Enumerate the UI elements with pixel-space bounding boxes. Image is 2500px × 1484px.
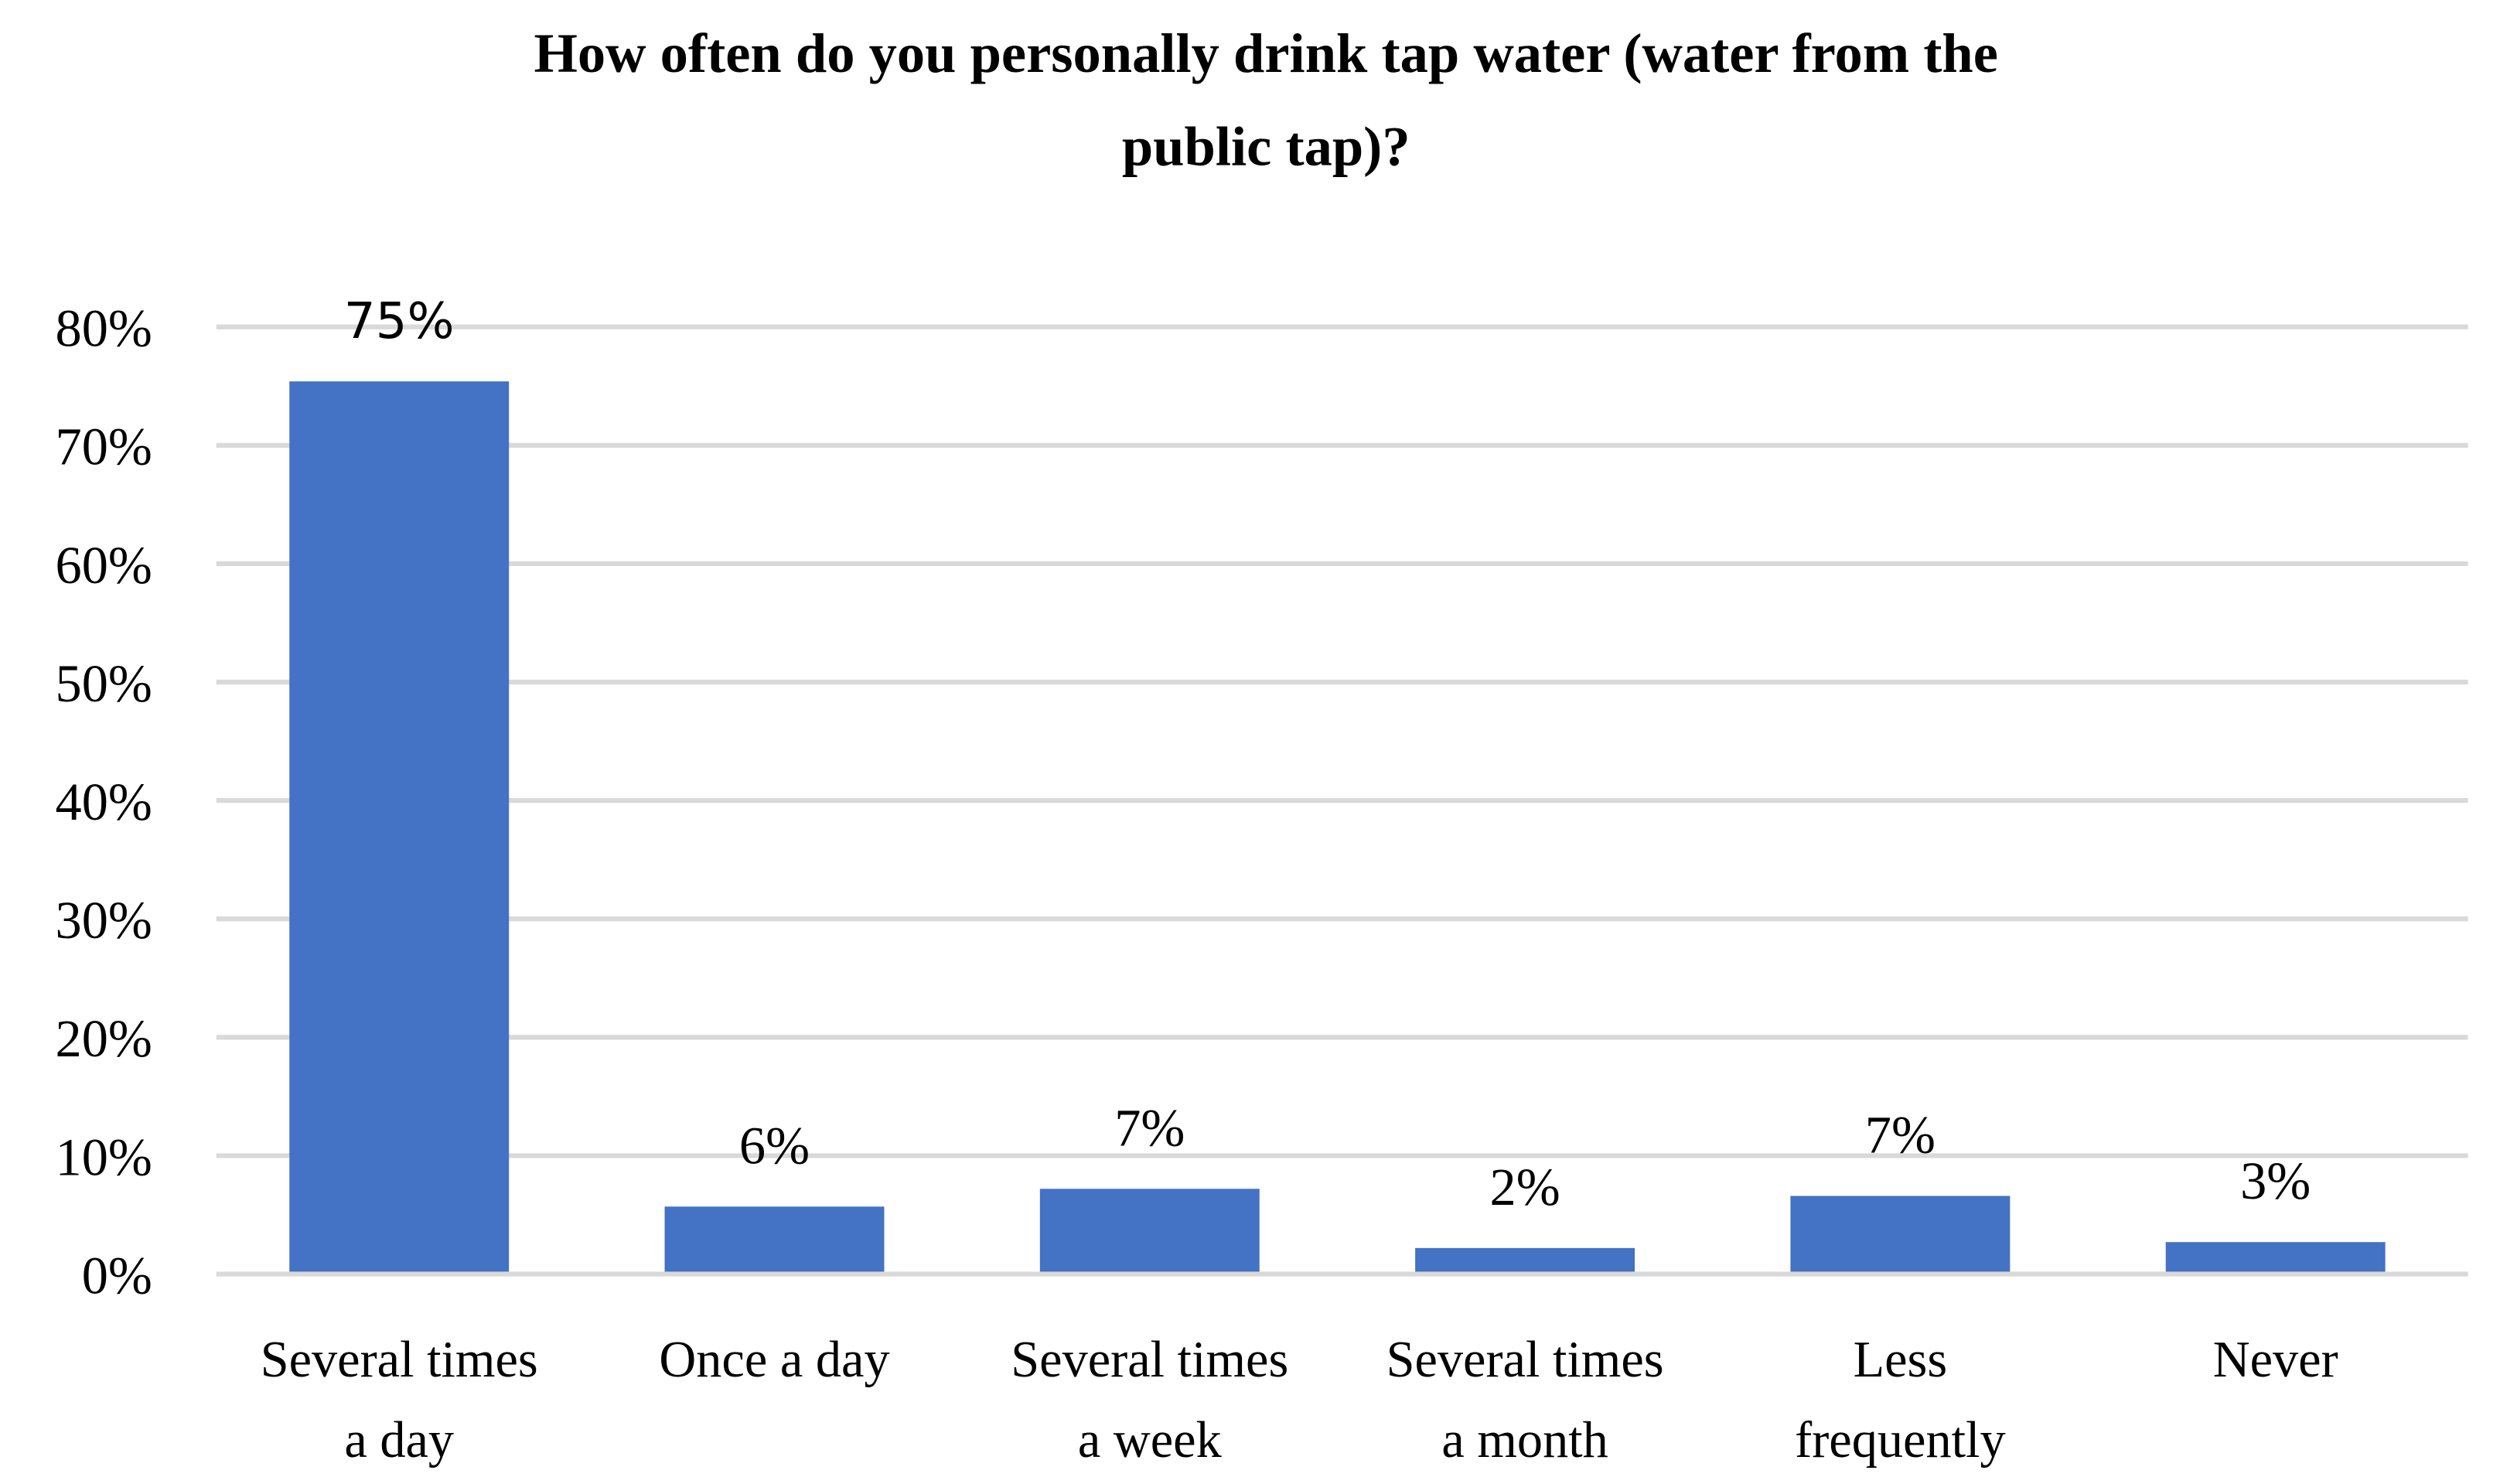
bars	[289, 381, 2386, 1272]
bar	[1790, 1196, 2011, 1272]
x-category-label: frequently	[1795, 1412, 2005, 1469]
x-category-label: Several times	[1386, 1332, 1664, 1388]
x-category-label: a week	[1078, 1412, 1223, 1469]
gridlines	[216, 324, 2468, 1277]
data-label: 6%	[739, 1116, 810, 1175]
x-category-label: a month	[1441, 1412, 1608, 1469]
x-category-label: Less	[1854, 1332, 1948, 1388]
bar	[1415, 1247, 1635, 1272]
x-category-label: Once a day	[659, 1332, 889, 1388]
y-tick-label: 30%	[56, 891, 152, 950]
x-category-label: Several times	[1011, 1332, 1288, 1388]
y-tick-label: 50%	[56, 654, 152, 713]
bar	[664, 1206, 885, 1272]
data-labels: 75% 6% 7% 2% 7% 3%	[344, 292, 2311, 1216]
data-label: 3%	[2240, 1151, 2311, 1210]
bar	[1039, 1189, 1260, 1272]
x-category-label: a day	[344, 1412, 454, 1469]
y-tick-label: 70%	[56, 418, 152, 476]
chart-title: How often do you personally drink tap wa…	[534, 22, 1998, 177]
x-axis-labels: Several times a day Once a day Several time…	[261, 1332, 2338, 1469]
data-label: 7%	[1865, 1106, 1936, 1165]
y-tick-label: 40%	[56, 773, 152, 831]
x-category-label: Several times	[261, 1332, 538, 1388]
chart-title-line-1: How often do you personally drink tap wa…	[534, 22, 1998, 84]
data-label: 2%	[1490, 1158, 1560, 1216]
y-axis-ticks: 0% 10% 20% 30% 40% 50% 60% 70% 80%	[56, 299, 152, 1305]
y-tick-label: 20%	[56, 1009, 152, 1068]
data-label: 7%	[1114, 1098, 1185, 1157]
x-category-label: Never	[2213, 1332, 2338, 1388]
y-tick-label: 80%	[56, 299, 152, 358]
y-tick-label: 60%	[56, 536, 152, 595]
data-label: 75%	[344, 292, 455, 350]
y-tick-label: 10%	[56, 1127, 152, 1186]
bar	[289, 381, 510, 1272]
chart-title-line-2: public tap)?	[1122, 114, 1410, 177]
y-tick-label: 0%	[82, 1246, 152, 1305]
bar	[2165, 1242, 2386, 1272]
